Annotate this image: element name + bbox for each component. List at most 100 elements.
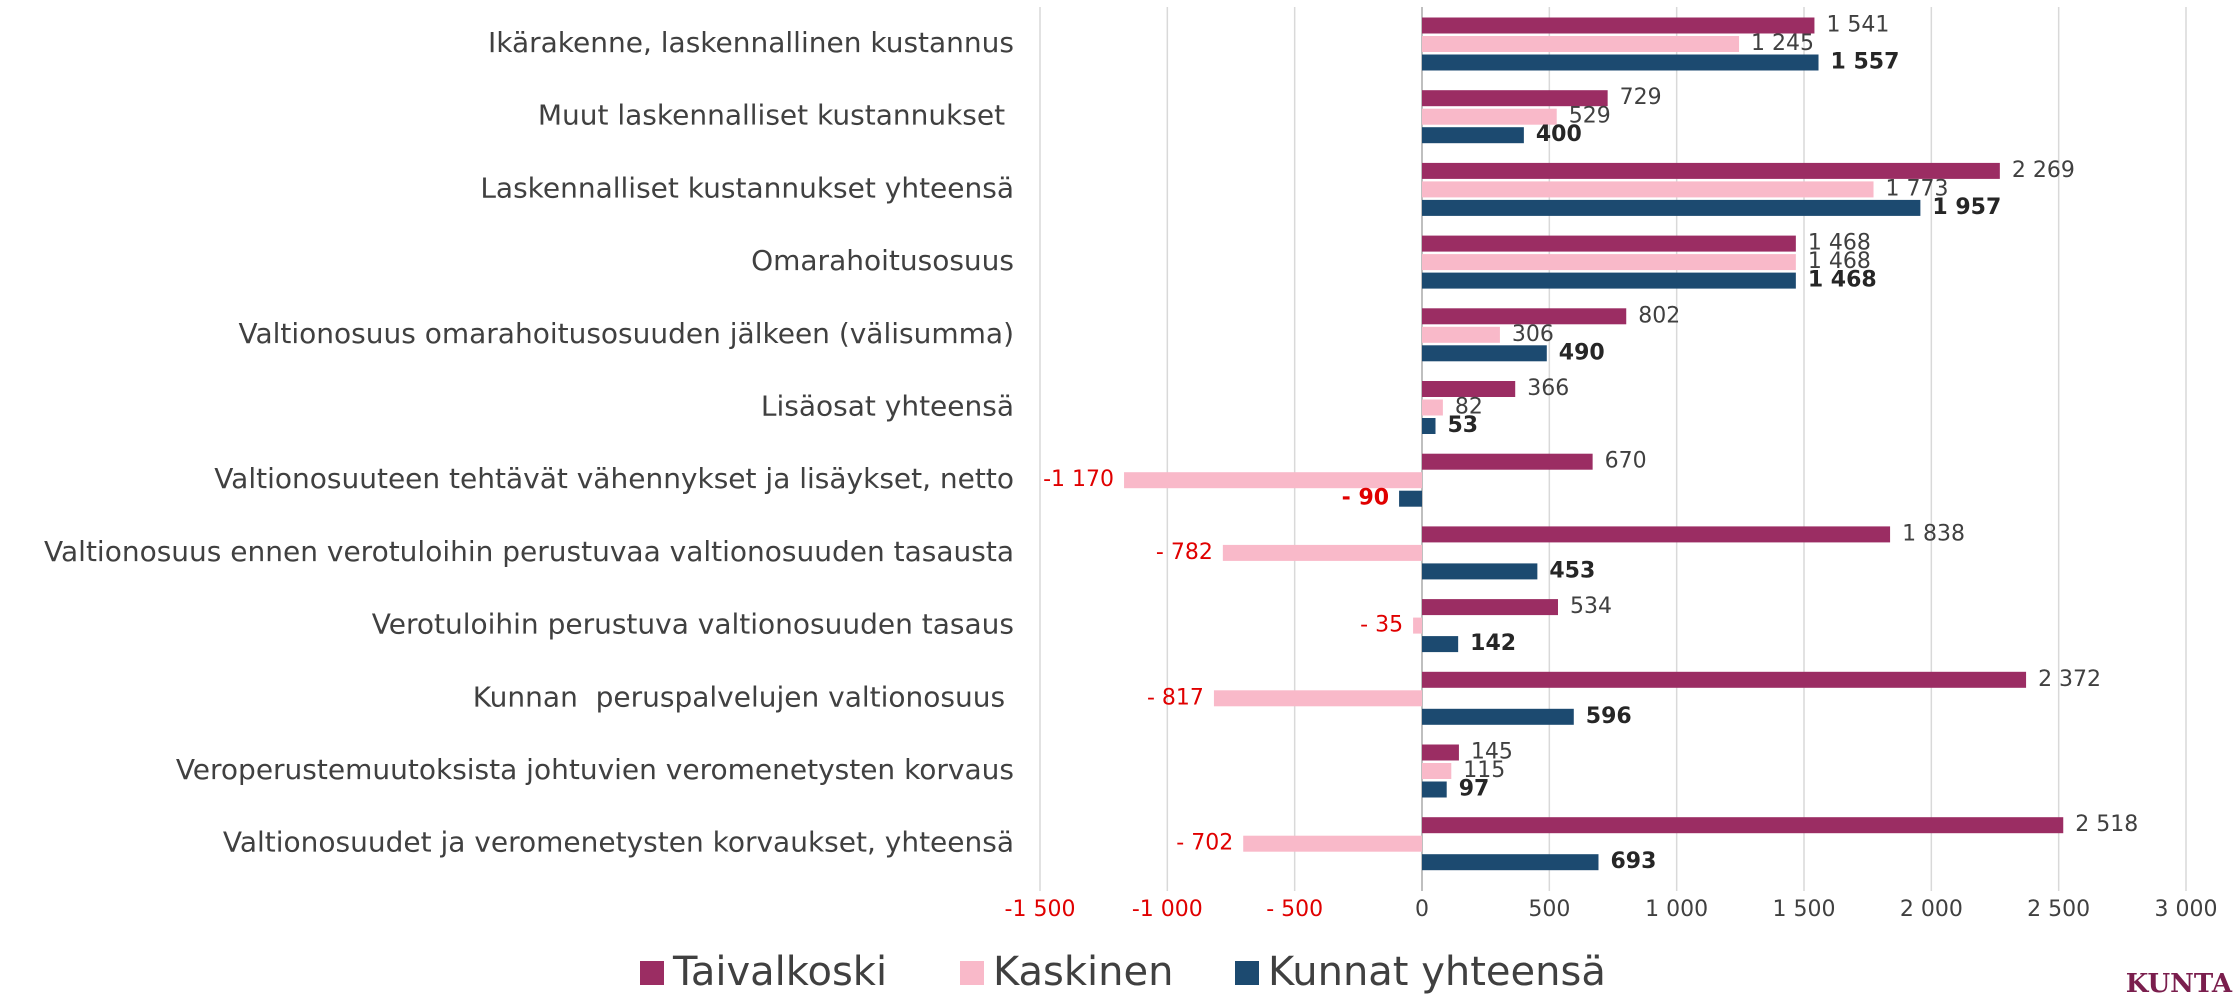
bar (1124, 472, 1422, 489)
value-label: -1 170 (1043, 467, 1114, 492)
bar (1422, 817, 2064, 834)
legend-label: Kaskinen (993, 949, 1173, 994)
value-label: 1 838 (1902, 521, 1965, 546)
bar (1413, 617, 1422, 634)
bar (1422, 418, 1436, 434)
value-label: 2 269 (2012, 158, 2075, 183)
value-label: 453 (1549, 558, 1595, 583)
bar (1422, 526, 1891, 543)
value-label: 1 245 (1751, 31, 1814, 56)
bar (1422, 345, 1547, 362)
value-label: 1 557 (1831, 50, 1900, 75)
value-label: 1 957 (1932, 195, 2001, 220)
bar (1422, 36, 1740, 52)
bar (1422, 90, 1608, 107)
bar (1422, 671, 2027, 688)
legend-swatch (960, 961, 984, 985)
category-label: Kunnan peruspalvelujen valtionosuus (473, 680, 1014, 713)
x-tick-label: -1 000 (1132, 897, 1203, 922)
bar (1422, 181, 1874, 198)
bar (1422, 235, 1796, 252)
category-label: Ikärakenne, laskennallinen kustannus (488, 26, 1014, 59)
bar (1422, 599, 1558, 616)
bar (1422, 108, 1557, 125)
value-label: 82 (1455, 395, 1483, 420)
x-tick-label: 0 (1415, 897, 1429, 922)
value-label: 1 468 (1808, 249, 1871, 274)
x-tick-label: 2 000 (1900, 897, 1963, 922)
category-label: Muut laskennalliset kustannukset (538, 99, 1014, 132)
value-label: 53 (1447, 413, 1478, 438)
x-tick-label: -1 500 (1005, 897, 1076, 922)
value-label: 2 372 (2038, 667, 2101, 692)
value-label: 596 (1586, 704, 1632, 729)
bar (1422, 636, 1459, 653)
bar (1422, 308, 1627, 325)
value-label: - 35 (1360, 613, 1403, 638)
bar (1422, 17, 1815, 34)
category-label: Veroperustemuutoksista johtuvien veromen… (176, 753, 1014, 786)
bar (1422, 326, 1500, 343)
bar (1422, 54, 1819, 71)
bar (1422, 254, 1796, 271)
bar (1422, 781, 1447, 798)
value-label: 306 (1512, 322, 1554, 347)
value-label: 366 (1527, 376, 1569, 401)
bar (1422, 127, 1524, 144)
value-label: 115 (1463, 758, 1505, 783)
x-tick-label: 500 (1528, 897, 1570, 922)
value-label: - 782 (1156, 540, 1213, 565)
category-label: Valtionosuus omarahoitusosuuden jälkeen … (238, 317, 1014, 350)
category-label: Valtionosuudet ja veromenetysten korvauk… (223, 826, 1014, 859)
category-label: Omarahoitusosuus (751, 244, 1014, 277)
value-label: 490 (1559, 340, 1605, 365)
legend-swatch (640, 961, 664, 985)
value-label: 1 468 (1808, 231, 1871, 256)
value-label: - 702 (1176, 831, 1233, 856)
value-label: 2 518 (2075, 812, 2138, 837)
value-label: 97 (1459, 777, 1490, 802)
x-tick-label: 3 000 (2155, 897, 2218, 922)
bar (1422, 199, 1921, 216)
legend-swatch (1235, 961, 1259, 985)
value-label: 529 (1569, 104, 1611, 129)
category-label: Verotuloihin perustuva valtionosuuden ta… (372, 608, 1014, 641)
value-label: - 90 (1342, 486, 1389, 511)
brand: KUNTA (2126, 969, 2233, 994)
value-label: 729 (1620, 85, 1662, 110)
x-tick-label: 1 000 (1645, 897, 1708, 922)
x-tick-label: 2 500 (2027, 897, 2090, 922)
value-label: 1 773 (1886, 176, 1949, 201)
bar (1422, 763, 1452, 779)
category-label: Laskennalliset kustannukset yhteensä (480, 171, 1014, 204)
x-tick-label: - 500 (1266, 897, 1323, 922)
legend-label: Taivalkoski (672, 949, 887, 994)
value-label: 534 (1570, 594, 1612, 619)
value-label: 802 (1638, 303, 1680, 328)
bar (1222, 544, 1422, 561)
category-label: Valtionosuus ennen verotuloihin perustuv… (44, 535, 1014, 568)
value-label: 1 541 (1826, 13, 1889, 38)
value-label: - 817 (1147, 685, 1204, 710)
bar (1213, 690, 1422, 707)
bar (1243, 835, 1422, 852)
bar (1422, 563, 1538, 580)
value-label: 400 (1536, 122, 1582, 147)
bar (1422, 272, 1796, 289)
bar (1422, 453, 1593, 470)
bar (1422, 381, 1516, 397)
bar (1422, 854, 1599, 871)
value-label: 145 (1471, 740, 1513, 765)
x-tick-label: 1 500 (1773, 897, 1836, 922)
legend-label: Kunnat yhteensä (1268, 949, 1606, 994)
category-label: Lisäosat yhteensä (761, 390, 1014, 423)
bar (1422, 744, 1459, 761)
bar (1422, 708, 1574, 725)
category-label: Valtionosuuteen tehtävät vähennykset ja … (214, 462, 1014, 495)
value-label: 670 (1605, 449, 1647, 474)
bar (1422, 399, 1443, 416)
value-label: 1 468 (1808, 268, 1877, 293)
value-label: 693 (1610, 849, 1656, 874)
bar (1399, 490, 1422, 507)
